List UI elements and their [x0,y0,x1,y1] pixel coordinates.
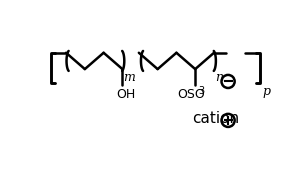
Text: m: m [124,71,135,84]
Text: 3: 3 [199,86,205,96]
Text: OH: OH [117,88,136,101]
Text: n: n [215,71,223,84]
Text: p: p [262,85,270,98]
Text: cation: cation [192,111,239,126]
Text: OSO: OSO [178,88,205,101]
